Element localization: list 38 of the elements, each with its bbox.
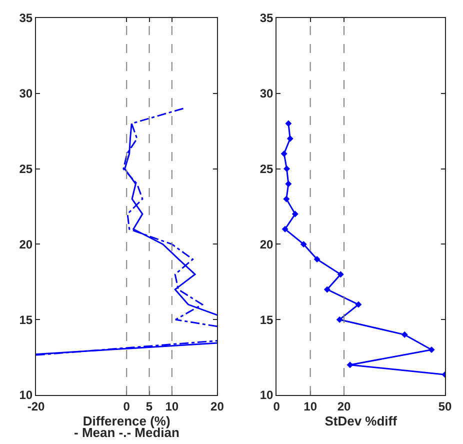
point: [355, 301, 362, 308]
x-tick-label: 10: [165, 399, 179, 414]
x-tick-label: 0: [273, 399, 280, 414]
y-tick-label: 30: [19, 86, 33, 101]
point: [286, 135, 294, 142]
point: [337, 271, 344, 278]
point: [428, 346, 435, 354]
y-tick-label: 35: [19, 11, 33, 26]
point: [285, 120, 292, 127]
y-tick-label: 25: [19, 162, 33, 176]
y-tick-label: 20: [19, 237, 33, 252]
point: [346, 362, 354, 368]
y-tick-label: 15: [260, 312, 274, 327]
x-tick-label: 50: [438, 399, 452, 414]
point: [285, 180, 292, 188]
y-tick-label: 25: [260, 162, 274, 176]
point: [401, 331, 408, 338]
point: [324, 286, 330, 293]
point: [280, 150, 288, 157]
y-tick-label: 35: [260, 11, 274, 26]
point: [300, 240, 307, 248]
point: [336, 316, 343, 323]
y-tick-label: 30: [260, 86, 274, 101]
point: [282, 226, 288, 232]
y-tick-label: 20: [260, 237, 274, 252]
x-tick-label: 20: [337, 399, 351, 414]
x-tick-label: 0: [123, 399, 130, 414]
x-tick-label: 20: [210, 399, 224, 414]
point: [283, 166, 290, 172]
x-tick-label: 10: [304, 399, 318, 414]
y-tick-label: 10: [260, 388, 274, 402]
x-axis-title: StDev %diff: [324, 413, 398, 428]
point: [283, 196, 290, 202]
x-tick-label: 5: [146, 399, 153, 414]
y-tick-label: 15: [19, 312, 33, 327]
x-axis-title: Difference (%): [82, 413, 170, 428]
point: [314, 256, 320, 263]
point: [292, 210, 298, 218]
